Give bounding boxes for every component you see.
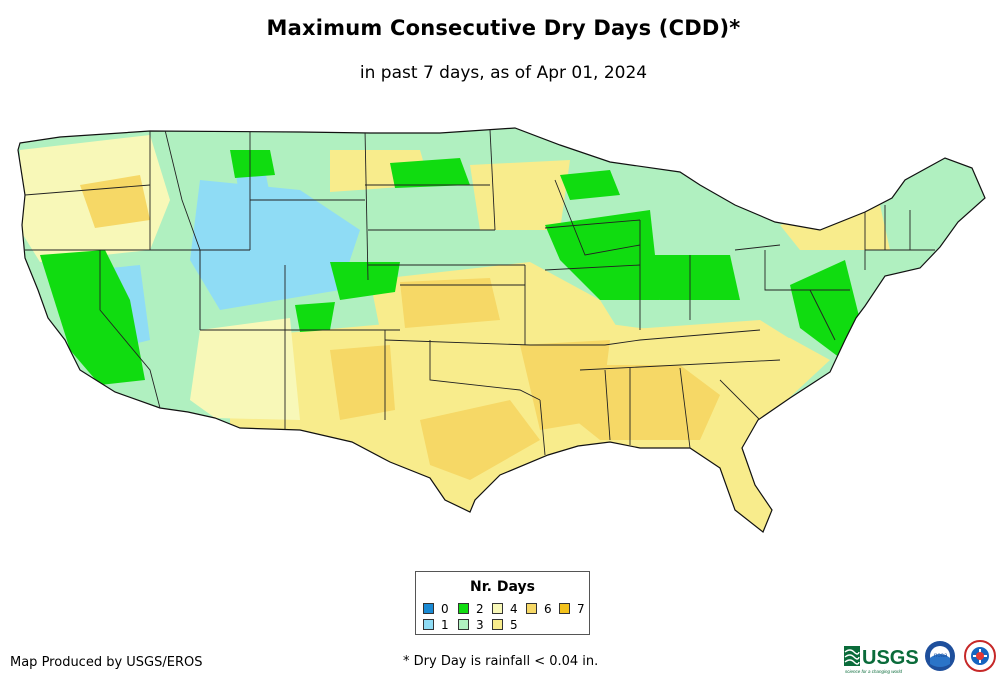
legend-label-3: 3 <box>476 618 484 632</box>
legend-label-7: 7 <box>577 602 585 616</box>
legend-swatch-6 <box>526 603 537 614</box>
legend-label-4: 4 <box>510 602 518 616</box>
legend-swatch-5 <box>492 619 503 630</box>
noaa-logo: noaa <box>925 641 955 671</box>
legend-label-2: 2 <box>476 602 484 616</box>
usgs-logo: USGS science for a changing world <box>844 646 919 674</box>
legend-label-1: 1 <box>441 618 449 632</box>
legend-swatch-3 <box>458 619 469 630</box>
map-credit: Map Produced by USGS/EROS <box>10 655 203 670</box>
legend-swatch-7 <box>559 603 570 614</box>
nws-logo <box>964 640 996 672</box>
dry-days-shading <box>18 128 985 532</box>
legend-swatch-4 <box>492 603 503 614</box>
dry-day-footnote: * Dry Day is rainfall < 0.04 in. <box>403 654 599 669</box>
conus-cdd-map <box>17 127 986 533</box>
legend-swatch-1 <box>423 619 434 630</box>
legend-label-5: 5 <box>510 618 518 632</box>
noaa-wordmark: noaa <box>934 653 948 659</box>
us-outline <box>17 127 986 533</box>
legend-label-6: 6 <box>544 602 552 616</box>
legend-swatch-2 <box>458 603 469 614</box>
state-boundaries <box>24 129 935 456</box>
map-subtitle: in past 7 days, as of Apr 01, 2024 <box>359 63 648 83</box>
legend-swatch-0 <box>423 603 434 614</box>
legend: Nr. Days 0 1 2 3 4 5 6 7 <box>415 571 590 635</box>
agency-logos: USGS science for a changing world noaa <box>844 640 996 674</box>
legend-label-0: 0 <box>441 602 449 616</box>
usgs-wordmark: USGS <box>862 647 919 669</box>
usgs-tagline: science for a changing world <box>845 669 903 674</box>
legend-title: Nr. Days <box>470 579 535 595</box>
map-title: Maximum Consecutive Dry Days (CDD)* <box>266 16 741 40</box>
